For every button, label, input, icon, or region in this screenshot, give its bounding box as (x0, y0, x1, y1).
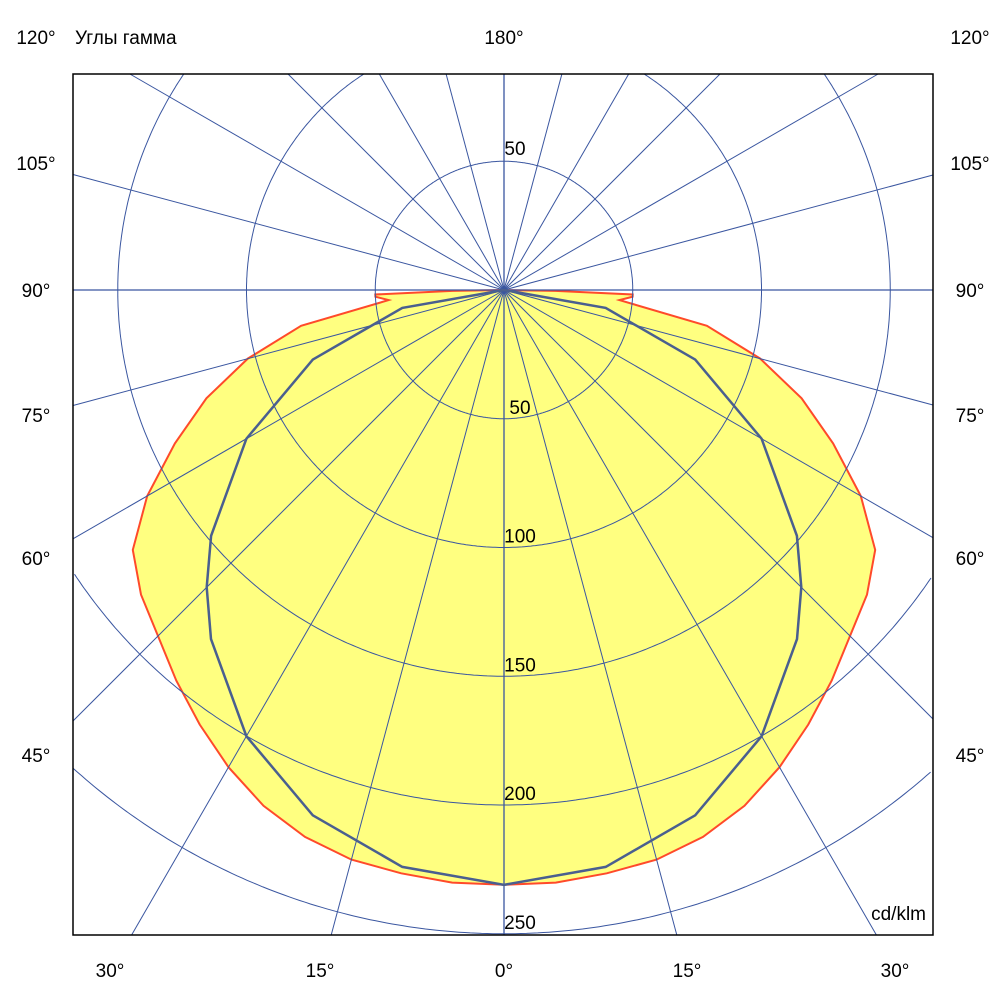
angle-label-left: 105° (16, 154, 55, 175)
series-c90-curve (205, 288, 803, 887)
angle-label-bottom: 30° (96, 961, 125, 982)
grid-ring (823, 73, 891, 291)
chart-title: Углы гамма (75, 28, 177, 49)
grid-ring (74, 573, 932, 806)
angle-label-right: 105° (950, 154, 989, 175)
angle-label-right: 120° (950, 28, 989, 49)
angle-label-right: 60° (956, 549, 985, 570)
grid-ring (246, 73, 762, 548)
grid-spoke (503, 289, 934, 720)
grid-spoke (72, 289, 505, 540)
plot-frame (72, 73, 934, 936)
grid-spoke (503, 73, 630, 291)
grid-ring (117, 73, 891, 677)
top-angle-label: 180° (484, 28, 523, 49)
angle-label-right: 75° (956, 406, 985, 427)
angle-label-bottom: 15° (306, 961, 335, 982)
angle-label-left: 90° (22, 281, 51, 302)
ring-label: 150 (504, 655, 536, 676)
grid-spoke (131, 289, 505, 936)
grid-spoke (378, 73, 505, 291)
grid-spoke (503, 73, 721, 291)
grid-spoke (503, 73, 563, 291)
ring-label: 250 (504, 913, 536, 934)
grid-ring (72, 768, 931, 935)
grid-spoke (503, 73, 879, 291)
angle-label-left: 120° (16, 28, 55, 49)
angle-label-left: 60° (22, 549, 51, 570)
grid-spoke (129, 73, 505, 291)
ring-label: 100 (504, 527, 536, 548)
angle-label-left: 75° (22, 406, 51, 427)
grid-spoke (287, 73, 505, 291)
grid-spoke (503, 289, 877, 936)
angle-label-bottom: 30° (881, 961, 910, 982)
angle-label-right: 45° (956, 746, 985, 767)
grid-spoke (72, 289, 505, 722)
angle-label-right: 90° (956, 281, 985, 302)
unit-label: cd/klm (871, 904, 926, 925)
ring-label: 200 (504, 784, 536, 805)
top-ring-label: 50 (504, 139, 525, 160)
grid-spoke (72, 289, 505, 406)
grid-spoke (330, 289, 505, 936)
grid-ring (643, 73, 762, 290)
angle-label-bottom: 15° (673, 961, 702, 982)
grid-spoke (503, 289, 934, 406)
series-c90 (205, 288, 803, 887)
grid-spoke (503, 174, 934, 291)
grid-spoke (72, 174, 505, 291)
angle-label-left: 45° (22, 746, 51, 767)
grid (72, 73, 934, 936)
grid-spoke (445, 73, 505, 291)
ring-label: 50 (509, 398, 530, 419)
grid-spoke (503, 289, 678, 936)
grid-spoke (503, 289, 934, 539)
angle-label-bottom: 0° (495, 961, 513, 982)
